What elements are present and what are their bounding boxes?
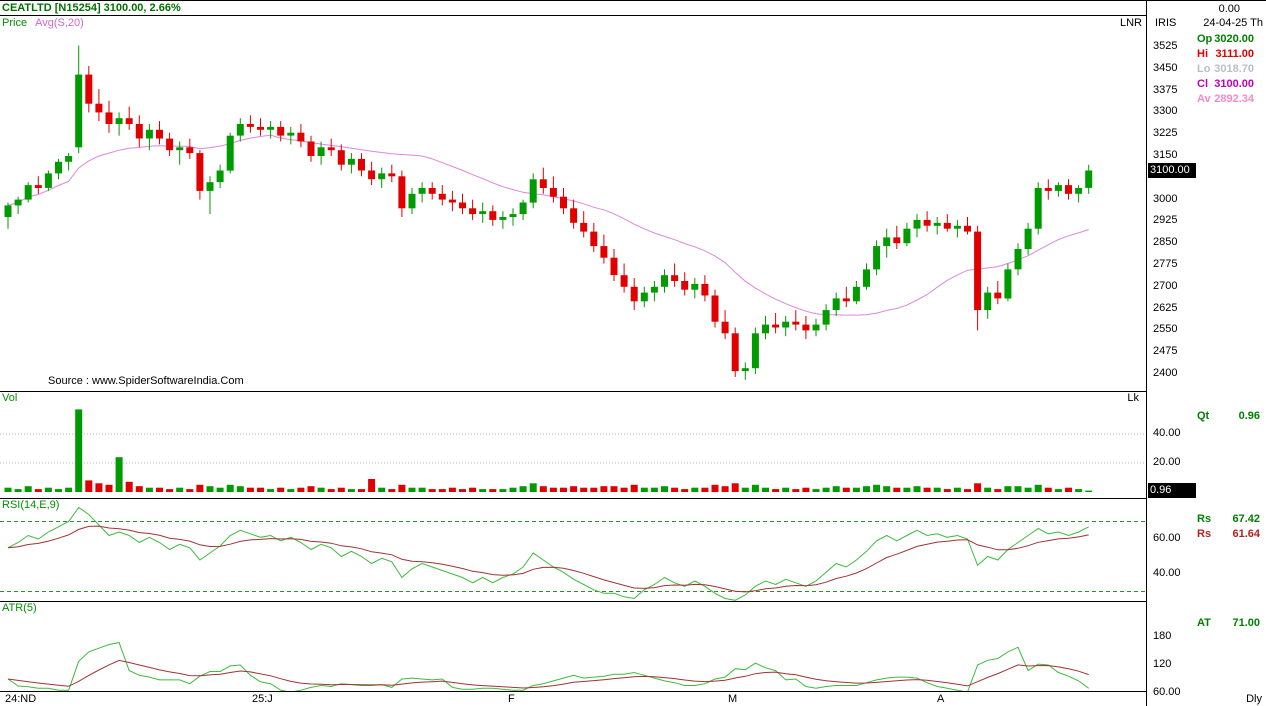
last-price-box: 3100.00 xyxy=(1148,163,1196,178)
price-scale-label: 3525 xyxy=(1153,40,1178,52)
time-axis-label: 24:ND xyxy=(5,693,37,705)
app-name: IRIS xyxy=(1155,17,1177,29)
time-axis: 24:ND 25:J F M A xyxy=(0,692,1146,706)
price-scale-label: 2700 xyxy=(1153,279,1178,292)
open-label: Op xyxy=(1197,33,1213,45)
price-scale-label: 2775 xyxy=(1153,258,1178,270)
price-scale-label: 3225 xyxy=(1153,127,1178,140)
atr-value-row: AT 71.00 xyxy=(1197,617,1260,629)
average-value: 2892.34 xyxy=(1214,93,1254,105)
price-scale-label: 3375 xyxy=(1153,83,1178,96)
time-axis-label: F xyxy=(508,693,515,705)
atr-indicator-label: ATR(5) xyxy=(2,602,37,614)
candlestick-chart[interactable] xyxy=(0,16,1146,391)
rsi-value: 67.42 xyxy=(1232,513,1260,525)
moving-average-label: Avg(S,20) xyxy=(35,17,84,29)
atr-label: AT xyxy=(1197,617,1211,629)
symbol-title: CEATLTD [N15254] 3100.00, 2.66% xyxy=(2,2,181,14)
close-label: Cl xyxy=(1197,78,1208,90)
price-scale-label: 3150 xyxy=(1153,149,1178,161)
close-value: 3100.00 xyxy=(1214,78,1254,90)
quote-close-row: Cl 3100.00 xyxy=(1197,78,1254,90)
atr-value: 71.00 xyxy=(1232,617,1260,629)
volume-unit-label: Lk xyxy=(1127,392,1139,404)
price-panel-legend: Price Avg(S,20) xyxy=(2,17,84,29)
high-value: 3111.00 xyxy=(1215,48,1254,60)
high-label: Hi xyxy=(1197,48,1208,60)
volume-scale-label: 40.00 xyxy=(1153,427,1181,439)
price-scale-label: 2400 xyxy=(1153,367,1178,379)
quote-high-row: Hi 3111.00 xyxy=(1197,48,1254,60)
qt-label: Qt xyxy=(1197,410,1210,422)
periodicity-button[interactable]: Dly xyxy=(1246,693,1262,705)
price-scale-label: 2550 xyxy=(1153,323,1178,336)
rsi-label: Rs xyxy=(1197,513,1212,525)
open-value: 3020.00 xyxy=(1214,33,1254,45)
quote-date: 24-04-25 Th xyxy=(1203,17,1263,29)
atr-scale-label: 60.00 xyxy=(1153,686,1181,698)
rsi-panel: RSI(14,E,9) xyxy=(0,499,1146,602)
rsi-chart[interactable] xyxy=(0,499,1146,601)
rsi-signal-value: 61.64 xyxy=(1232,528,1260,540)
atr-panel: ATR(5) xyxy=(0,602,1146,692)
last-volume-box: 0.96 xyxy=(1148,483,1196,498)
time-axis-label: A xyxy=(937,693,945,705)
source-note: Source : www.SpiderSoftwareIndia.Com xyxy=(48,375,244,387)
atr-scale-label: 180 xyxy=(1153,630,1172,642)
quote-average-row: Av 2892.34 xyxy=(1197,93,1254,105)
volume-panel: Vol Lk xyxy=(0,392,1146,499)
rsi-scale-label: 40.00 xyxy=(1153,567,1181,579)
chart-column: CEATLTD [N15254] 3100.00, 2.66% Price Av… xyxy=(0,1,1147,706)
price-scale-label: 3450 xyxy=(1153,61,1178,74)
price-series-label: Price xyxy=(2,17,28,29)
price-scale-label: 2475 xyxy=(1153,345,1178,358)
volume-scale-label: 20.00 xyxy=(1153,456,1181,468)
price-scale-label: 2925 xyxy=(1153,214,1178,227)
volume-quantity-row: Qt 0.96 xyxy=(1197,410,1260,422)
rsi-indicator-label: RSI(14,E,9) xyxy=(2,499,60,511)
top-value: 0.00 xyxy=(1218,3,1240,15)
time-axis-label: 25:J xyxy=(252,693,273,705)
quote-low-row: Lo 3018.70 xyxy=(1197,63,1254,75)
price-scale-label: 2850 xyxy=(1153,236,1178,249)
rsi-value-row: Rs 67.42 xyxy=(1197,513,1260,525)
qt-value: 0.96 xyxy=(1238,410,1260,422)
low-value: 3018.70 xyxy=(1214,63,1254,75)
atr-chart[interactable] xyxy=(0,602,1146,691)
quote-open-row: Op 3020.00 xyxy=(1197,33,1254,45)
price-scale-label: 3300 xyxy=(1153,105,1178,118)
atr-scale-label: 120 xyxy=(1153,658,1172,670)
time-axis-label: M xyxy=(728,693,738,705)
low-label: Lo xyxy=(1197,63,1211,75)
price-scale-label: 3000 xyxy=(1153,192,1178,205)
average-label: Av xyxy=(1197,93,1211,105)
title-row: CEATLTD [N15254] 3100.00, 2.66% xyxy=(0,1,1146,16)
right-sidebar: 0.00 IRIS 24-04-25 Th Op 3020.00 Hi 3111… xyxy=(1148,1,1266,706)
rsi-scale-label: 60.00 xyxy=(1153,532,1181,544)
rsi-signal-row: Rs 61.64 xyxy=(1197,528,1260,540)
volume-chart[interactable] xyxy=(0,392,1146,498)
scale-mode-label: LNR xyxy=(1119,17,1142,29)
price-scale-label: 2625 xyxy=(1153,301,1178,314)
rsi-signal-label: Rs xyxy=(1197,528,1212,540)
price-panel: Price Avg(S,20) LNR Source : www.SpiderS… xyxy=(0,16,1146,392)
volume-indicator-label: Vol xyxy=(2,392,18,404)
